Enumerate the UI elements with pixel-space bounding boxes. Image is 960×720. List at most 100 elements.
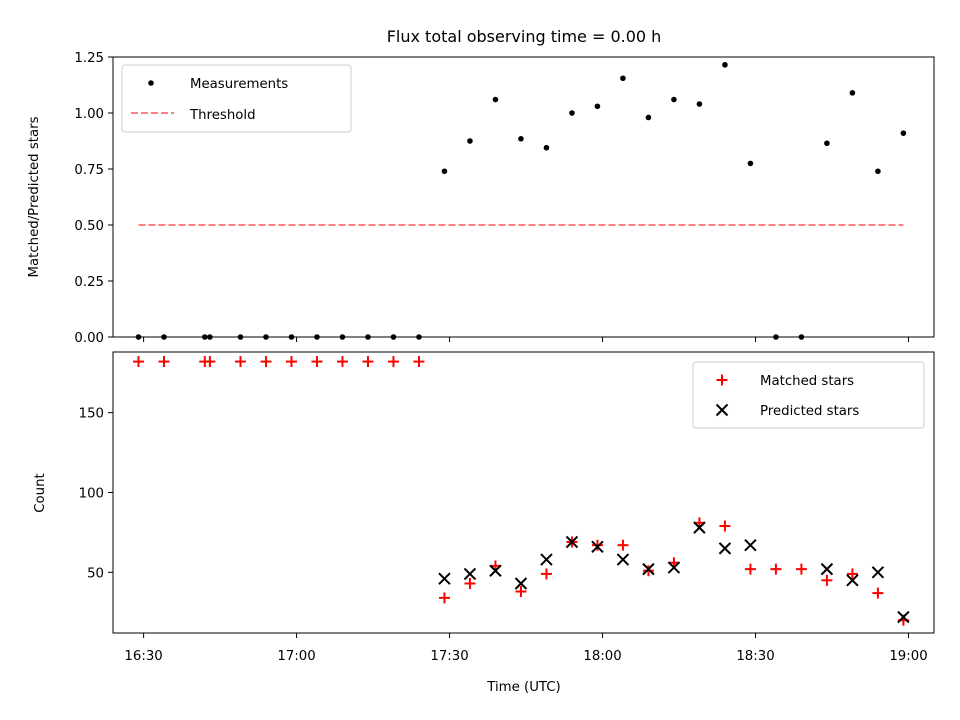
x-b [667,561,681,574]
x-b [463,567,477,581]
bottom-panel: 50 100 150 16:30 17:00 17:30 18:00 18:30 19:00 Ma… [79,351,935,664]
x-b [489,564,502,577]
predicted-star-point [489,564,502,577]
measurement-point [594,103,601,110]
top-legend: Measurements Threshold [121,64,352,133]
predicted-star-point [897,610,910,624]
matched-star-point [413,356,425,368]
bottom-y-axis-label: Count [33,473,48,513]
x-b [591,540,604,553]
predicted-star-point [820,562,834,576]
predicted-star-point [463,567,477,581]
matched-star-point [591,539,603,551]
x-b [715,403,729,417]
x-b [616,553,630,566]
matched-star-point [795,563,807,575]
matched-star-point [821,574,833,586]
matched-star-point [719,520,731,532]
predicted-star-point [693,521,706,534]
x-b [871,566,885,579]
measurement-point [518,135,524,142]
bottom-x-tick-label: 18:00 [583,649,621,664]
matched-star-point [311,356,323,368]
top-panel: 0.00 0.25 0.50 0.75 1.00 1.25 Measurements Thre… [74,51,935,346]
x-b [693,521,706,534]
legend-matched-marker [716,374,728,386]
top-y-axis-label: Matched/Predicted stars [27,116,42,277]
x-b [820,562,834,576]
top-axes-frame [112,56,935,338]
matched-star-point [872,587,884,599]
bottom-x-tick-label: 17:30 [430,649,468,664]
measurement-point [849,90,856,96]
predicted-star-point [871,566,885,579]
predicted-star-point [591,540,604,553]
predicted-star-point [642,562,655,576]
measurement-point [671,96,677,103]
matched-star-point [387,356,399,368]
bottom-legend-box [692,361,925,429]
bottom-y-tick-label: 100 [79,487,104,502]
predicted-star-point [565,535,579,549]
matched-star-point [846,568,858,580]
matched-star-point [515,585,527,597]
bottom-x-tick-label: 16:30 [124,649,162,664]
matched-star-point [132,356,144,368]
predicted-star-point [667,561,681,574]
x-b [438,572,451,585]
predicted-star-point [744,538,757,552]
bottom-y-tick-label: 50 [87,566,104,581]
predicted-star-point [616,553,630,566]
matched-star-point [362,356,374,368]
top-y-tick-label: 0.75 [74,163,104,178]
matched-star-point [617,539,629,551]
predicted-star-point [438,572,451,585]
matched-star-point [260,356,272,368]
measurement-point [441,168,448,175]
measurement-point [569,110,575,116]
top-y-tick-label: 0.25 [74,275,104,290]
matched-star-point [770,563,782,575]
matched-star-point [336,356,348,368]
measurement-point [900,130,907,136]
measurement-point [696,101,703,107]
x-b [897,610,910,624]
legend-predicted-marker [715,403,729,417]
x-axis-label: Time (UTC) [486,680,561,695]
measurement-point [747,160,754,167]
predicted-star-point [718,542,732,555]
legend-threshold-label: Threshold [189,108,256,123]
bottom-axes-frame [112,351,935,634]
matched-star-point [438,592,450,604]
x-b [718,542,732,555]
x-b [744,538,757,552]
x-b [642,562,655,576]
matched-star-point [234,356,246,368]
measurement-point [467,138,473,144]
top-y-tick-label: 1.00 [74,107,104,122]
bottom-x-tick-label: 19:00 [889,649,927,664]
bottom-x-tick-label: 17:00 [277,649,315,664]
x-b [565,535,579,549]
matched-star-point [540,568,552,580]
x-b [514,577,528,590]
measurement-point [492,96,499,103]
matched-star-point [642,565,654,577]
x-b [540,553,553,566]
legend-matched-label: Matched stars [760,374,854,389]
bottom-legend: Matched stars Predicted stars [692,361,925,429]
matched-star-point [464,578,476,590]
chart-title: Flux total observing time = 0.00 h [387,27,662,46]
legend-measurements-marker [148,80,154,86]
matched-star-point [285,356,297,368]
matched-star-point [204,356,216,368]
x-b [846,574,859,587]
bottom-y-tick-label: 150 [79,407,104,422]
matched-star-point [158,356,170,368]
measurement-point [620,75,626,82]
measurement-point [824,140,830,147]
top-y-tick-label: 0.00 [74,331,104,346]
predicted-star-point [540,553,553,566]
top-y-tick-label: 0.50 [74,219,104,234]
